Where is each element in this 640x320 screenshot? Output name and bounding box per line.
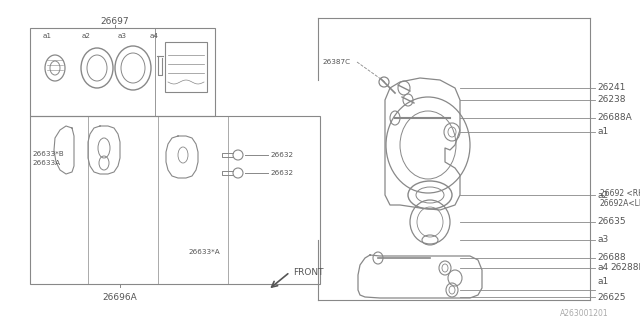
Text: a1: a1 — [597, 277, 608, 286]
Text: 26692 <RH>: 26692 <RH> — [600, 188, 640, 197]
Text: 26632: 26632 — [270, 152, 293, 158]
Text: 26688: 26688 — [597, 253, 626, 262]
Text: 26238: 26238 — [597, 95, 625, 105]
Text: a2: a2 — [597, 190, 608, 199]
Text: a4: a4 — [597, 263, 608, 273]
Text: 26688A: 26688A — [597, 114, 632, 123]
Text: 26241: 26241 — [597, 84, 625, 92]
Text: a3: a3 — [597, 236, 608, 244]
Bar — [165, 42, 207, 92]
Text: A263001201: A263001201 — [560, 309, 609, 318]
Text: 26692A<LH>: 26692A<LH> — [600, 199, 640, 209]
Text: 26387C: 26387C — [322, 59, 350, 65]
Bar — [30, 116, 320, 284]
Text: FRONT: FRONT — [293, 268, 323, 277]
Text: 26696A: 26696A — [102, 293, 138, 302]
Text: 26635: 26635 — [597, 218, 626, 227]
Text: 26632: 26632 — [270, 170, 293, 176]
Text: 26288D: 26288D — [610, 263, 640, 273]
Text: a4: a4 — [150, 33, 159, 39]
Text: 26633A: 26633A — [32, 160, 60, 166]
Text: a1: a1 — [597, 127, 608, 137]
Text: 26697: 26697 — [100, 18, 129, 27]
Text: 26625: 26625 — [597, 292, 625, 301]
Text: a3: a3 — [118, 33, 127, 39]
Bar — [30, 28, 215, 116]
Text: a1: a1 — [43, 33, 52, 39]
Text: a2: a2 — [82, 33, 91, 39]
Text: 26633*A: 26633*A — [188, 249, 220, 255]
Text: 26633*B: 26633*B — [32, 151, 64, 157]
